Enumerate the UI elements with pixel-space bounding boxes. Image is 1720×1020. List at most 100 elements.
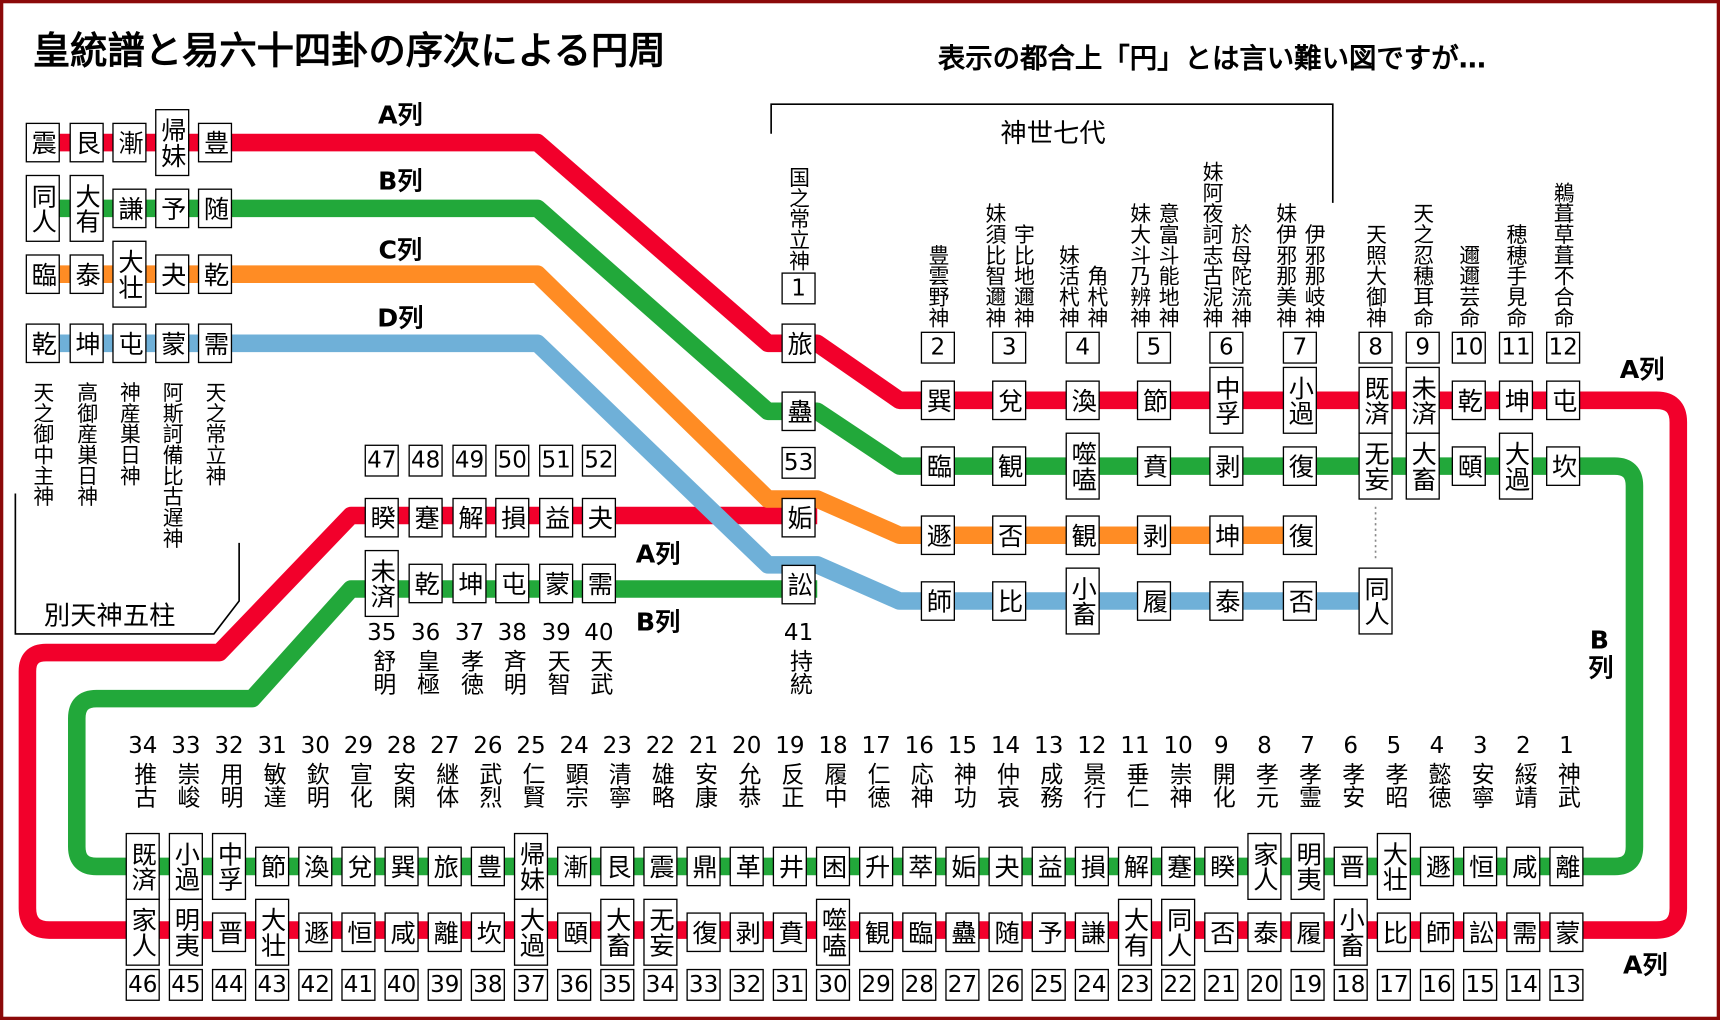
hexagram: 随 bbox=[200, 196, 229, 221]
hexagram-box bbox=[470, 846, 505, 887]
hexagram: 坤 bbox=[1212, 523, 1241, 548]
number: 30 bbox=[301, 733, 330, 759]
deity-name: 伊邪那岐神 bbox=[1302, 224, 1326, 328]
number: 20 bbox=[732, 733, 761, 759]
deity-name: 天之御中主神 bbox=[31, 382, 55, 507]
hexagram: 鼎 bbox=[689, 854, 718, 879]
hexagram: 无妄 bbox=[646, 907, 675, 957]
number: 36 bbox=[411, 620, 440, 646]
number-box bbox=[1117, 968, 1153, 1001]
hexagram: 履 bbox=[1139, 588, 1168, 613]
hexagram: 小畜 bbox=[1336, 907, 1365, 957]
hexagram-box bbox=[1282, 446, 1317, 486]
number: 22 bbox=[1163, 972, 1192, 998]
number-box bbox=[557, 968, 592, 1001]
hexagram-box bbox=[1333, 898, 1368, 966]
hexagram: 夬 bbox=[158, 262, 187, 287]
number-box bbox=[495, 444, 530, 477]
number-box bbox=[255, 968, 290, 1001]
hexagram-box bbox=[1136, 515, 1172, 556]
hexagram: 遯 bbox=[1422, 854, 1451, 879]
hexagram: 坎 bbox=[1549, 454, 1578, 479]
hexagram: 訟 bbox=[1466, 920, 1495, 945]
hexagram-box bbox=[557, 846, 592, 887]
hexagram-box bbox=[1136, 380, 1172, 421]
number: 2 bbox=[931, 335, 946, 361]
hexagram: 大有 bbox=[72, 183, 101, 233]
emperor-name: 開化 bbox=[1208, 762, 1236, 808]
hexagram: 復 bbox=[1285, 523, 1314, 548]
hexagram-box bbox=[1031, 846, 1066, 887]
hexagram-box bbox=[408, 497, 443, 538]
hexagram-box bbox=[1419, 846, 1455, 887]
hexagram: 艮 bbox=[72, 130, 101, 155]
line-b bbox=[32, 199, 1644, 876]
emperor-name: 孝元 bbox=[1251, 762, 1279, 808]
hexagram-box bbox=[112, 188, 147, 229]
line-label: A列 bbox=[1623, 951, 1668, 980]
hexagram-box bbox=[686, 912, 721, 953]
hexagram: 比 bbox=[995, 588, 1024, 613]
emperor-name: 用明 bbox=[216, 762, 244, 808]
hexagram: 萃 bbox=[905, 854, 934, 879]
hexagram-box bbox=[1209, 446, 1244, 486]
number: 9 bbox=[1415, 335, 1430, 361]
number: 37 bbox=[455, 620, 484, 646]
hexagram: 坤 bbox=[1501, 388, 1530, 413]
hexagram: 旅 bbox=[430, 854, 459, 879]
number-box bbox=[1209, 331, 1244, 364]
number-box bbox=[643, 968, 678, 1001]
hexagram: 渙 bbox=[1068, 388, 1097, 413]
deity-name: 神産巣日神 bbox=[117, 382, 141, 486]
hexagram: 既済 bbox=[1361, 375, 1390, 425]
hexagram-box bbox=[643, 898, 678, 966]
number: 38 bbox=[498, 620, 527, 646]
number: 31 bbox=[258, 733, 287, 759]
line-label: B列 bbox=[378, 166, 422, 195]
number: 17 bbox=[1379, 972, 1408, 998]
hexagram: 蠱 bbox=[948, 920, 977, 945]
hexagram: 大壮 bbox=[1379, 841, 1408, 891]
number: 10 bbox=[1454, 335, 1483, 361]
emperor-name: 仁徳 bbox=[863, 762, 891, 808]
hexagram: 蒙 bbox=[1552, 920, 1581, 945]
hexagram: 剥 bbox=[1212, 454, 1241, 479]
number-box bbox=[1333, 968, 1368, 1001]
hexagram-box bbox=[168, 898, 203, 966]
hexagram-box bbox=[686, 846, 721, 887]
hexagram: 小過 bbox=[171, 841, 200, 891]
hexagram-box bbox=[1463, 846, 1498, 887]
hexagram-box bbox=[1376, 912, 1411, 953]
hexagram-box bbox=[452, 563, 487, 604]
line-label: C列 bbox=[379, 236, 423, 265]
hexagram: 夬 bbox=[991, 854, 1020, 879]
number: 37 bbox=[516, 972, 545, 998]
hexagram-box bbox=[859, 912, 894, 953]
hexagram-box bbox=[1358, 432, 1393, 500]
hexagram-box bbox=[513, 898, 549, 966]
hexagram-box bbox=[495, 563, 530, 604]
deity-name: 宇比地邇神 bbox=[1011, 224, 1035, 328]
emperor-name: 孝徳 bbox=[456, 649, 484, 695]
hexagram-box bbox=[1209, 515, 1244, 556]
hexagram-box bbox=[1546, 380, 1581, 421]
deity-name: 妹須比智邇神 bbox=[983, 203, 1007, 328]
hexagram: 革 bbox=[732, 854, 761, 879]
hexagram: 復 bbox=[689, 920, 718, 945]
hexagram: 大壮 bbox=[258, 907, 287, 957]
line-label: D列 bbox=[377, 304, 423, 333]
hexagram: 明夷 bbox=[1293, 841, 1322, 891]
hexagram: 噬嗑 bbox=[819, 907, 848, 957]
hexagram-box bbox=[600, 898, 635, 966]
hexagram: 解 bbox=[1121, 854, 1150, 879]
number: 3 bbox=[1473, 733, 1488, 759]
hexagram-box bbox=[1209, 366, 1244, 434]
betsu-bracket bbox=[14, 493, 240, 635]
hexagram: 坎 bbox=[473, 920, 502, 945]
number: 11 bbox=[1120, 733, 1149, 759]
hexagram: 帰妹 bbox=[158, 117, 187, 167]
subtitle: 表示の都合上「円」とは言い難い図ですが… bbox=[938, 43, 1486, 75]
hexagram: 蠱 bbox=[784, 399, 813, 424]
number: 27 bbox=[430, 733, 459, 759]
hexagram-box bbox=[211, 832, 247, 901]
